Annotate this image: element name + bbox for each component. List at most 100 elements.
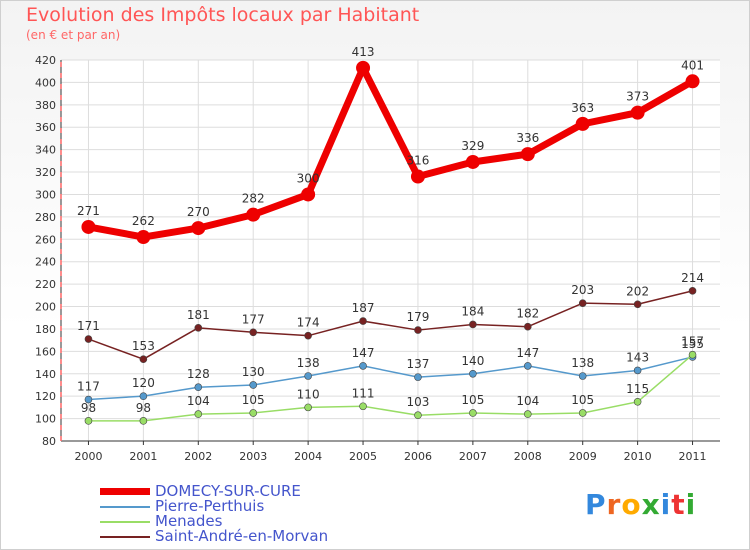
- data-label-2: 105: [242, 393, 265, 407]
- data-point-1: [84, 395, 93, 404]
- x-tick-label: 2006: [404, 450, 432, 463]
- data-label-3: 187: [352, 301, 375, 315]
- data-label-3: 182: [516, 307, 539, 321]
- data-point-2: [688, 350, 697, 359]
- data-point-2: [469, 409, 477, 417]
- data-point-3: [194, 324, 203, 332]
- data-label-3: 181: [187, 308, 210, 322]
- data-point-2: [194, 410, 203, 418]
- legend: DOMECY-SUR-CURE Pierre-Perthuis Menades Sai…: [100, 484, 328, 544]
- data-point-1: [194, 383, 203, 392]
- y-tick-label: 200: [35, 301, 56, 314]
- data-label-0: 271: [77, 204, 100, 218]
- y-tick-label: 360: [35, 121, 56, 134]
- data-label-1: 120: [132, 376, 155, 390]
- x-tick-label: 2009: [569, 450, 597, 463]
- data-point-0: [410, 169, 425, 184]
- data-label-2: 157: [681, 335, 704, 349]
- data-label-1: 143: [626, 350, 649, 364]
- data-point-0: [356, 60, 371, 75]
- x-tick-label: 2001: [129, 450, 157, 463]
- data-label-3: 203: [571, 283, 594, 297]
- data-point-3: [578, 299, 587, 307]
- legend-item: DOMECY-SUR-CURE: [100, 484, 328, 499]
- legend-label: Menades: [155, 512, 223, 530]
- y-tick-label: 320: [35, 166, 56, 179]
- data-point-0: [136, 230, 151, 245]
- data-point-3: [469, 320, 477, 329]
- y-tick-label: 220: [35, 278, 56, 291]
- data-label-3: 171: [77, 319, 100, 333]
- data-label-3: 179: [407, 310, 430, 324]
- data-point-3: [523, 322, 532, 331]
- legend-swatch: [100, 488, 150, 495]
- data-point-2: [304, 403, 312, 412]
- data-label-3: 177: [242, 312, 265, 326]
- data-point-0: [81, 219, 96, 234]
- x-tick-label: 2003: [239, 450, 267, 463]
- brand-letter: t: [671, 488, 686, 521]
- data-label-0: 270: [187, 205, 210, 219]
- data-point-3: [249, 328, 258, 337]
- y-tick-label: 300: [35, 188, 56, 201]
- data-point-1: [304, 372, 312, 380]
- data-label-0: 262: [132, 214, 155, 228]
- data-label-3: 214: [681, 271, 704, 285]
- y-tick-label: 240: [35, 256, 56, 269]
- data-label-1: 155: [681, 337, 704, 351]
- x-tick-label: 2004: [294, 450, 322, 463]
- brand-letter: r: [606, 488, 622, 521]
- data-label-0: 282: [242, 192, 265, 206]
- data-label-0: 316: [407, 154, 430, 168]
- y-tick-label: 160: [35, 345, 56, 358]
- data-point-1: [139, 392, 148, 400]
- data-point-2: [359, 402, 367, 411]
- brand-letter: x: [641, 488, 661, 521]
- data-label-1: 137: [407, 357, 430, 371]
- data-label-1: 147: [352, 346, 375, 360]
- data-label-2: 98: [136, 401, 151, 415]
- series-line-2: [88, 354, 694, 422]
- data-label-1: 147: [516, 346, 539, 360]
- y-tick-label: 280: [35, 211, 56, 224]
- brand-letter: i: [685, 488, 697, 521]
- x-tick-label: 2000: [74, 450, 102, 463]
- data-point-2: [578, 409, 587, 417]
- data-point-0: [191, 221, 206, 236]
- y-tick-label: 140: [35, 368, 56, 381]
- data-point-2: [523, 410, 532, 418]
- data-label-1: 138: [571, 356, 594, 370]
- brand-letter: P: [585, 488, 607, 521]
- y-tick-label: 180: [35, 323, 56, 336]
- y-tick-label: 80: [42, 435, 56, 448]
- chart-title: Evolution des Impôts locaux par Habitant: [26, 4, 420, 26]
- data-point-3: [84, 335, 93, 343]
- data-point-1: [249, 381, 258, 389]
- x-tick-label: 2011: [679, 450, 707, 463]
- y-tick-label: 420: [35, 54, 56, 67]
- data-label-1: 140: [461, 354, 484, 368]
- data-label-3: 174: [297, 316, 320, 330]
- data-label-0: 413: [352, 45, 375, 59]
- data-label-0: 363: [571, 101, 594, 115]
- x-tick-label: 2010: [624, 450, 652, 463]
- data-label-2: 104: [187, 394, 210, 408]
- series-line-1: [88, 356, 693, 401]
- legend-swatch: [100, 505, 150, 508]
- series-line-3: [88, 290, 693, 360]
- data-label-0: 300: [297, 171, 320, 185]
- data-label-3: 184: [461, 304, 484, 318]
- data-point-1: [578, 372, 587, 380]
- data-label-1: 117: [77, 380, 100, 394]
- data-point-0: [246, 207, 261, 222]
- legend-label: DOMECY-SUR-CURE: [155, 482, 301, 500]
- series-line-0: [87, 64, 695, 241]
- legend-item: Saint-André-en-Morvan: [100, 529, 328, 544]
- data-point-1: [414, 373, 422, 381]
- y-tick-label: 260: [35, 233, 56, 246]
- y-tick-label: 120: [35, 390, 56, 403]
- data-point-2: [84, 417, 93, 425]
- brand-letter: i: [660, 488, 672, 521]
- data-point-3: [414, 326, 422, 334]
